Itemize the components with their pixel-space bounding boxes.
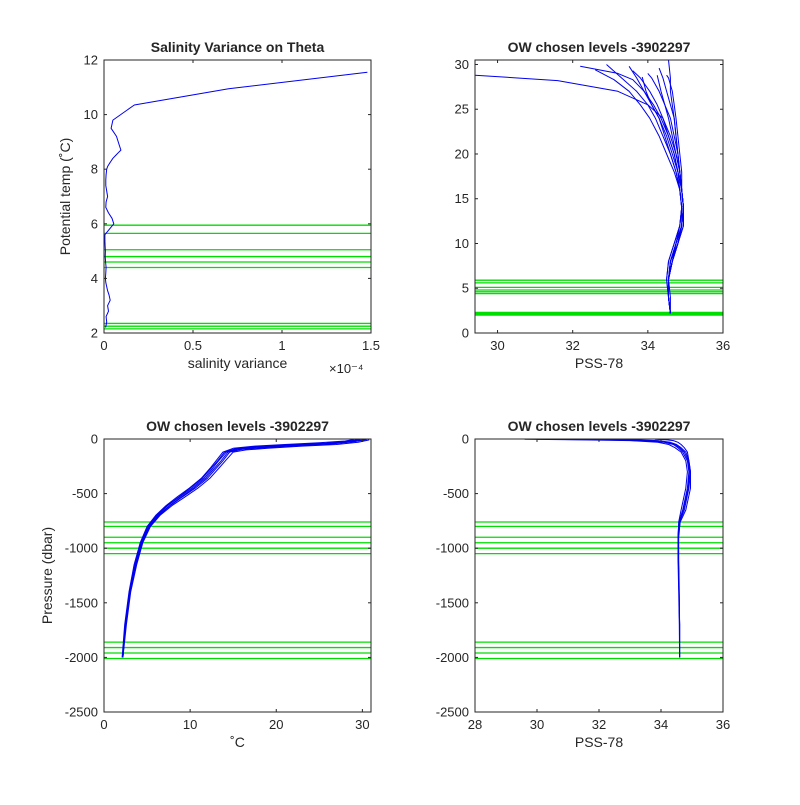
x-axis-label: salinity variance (188, 355, 288, 371)
y-tick-label: 2 (91, 326, 98, 341)
y-tick-label: 10 (455, 236, 469, 251)
plot-area (475, 439, 723, 712)
y-tick-label: -1500 (436, 595, 469, 610)
y-tick-label: 0 (462, 326, 469, 341)
y-tick-label: 5 (462, 281, 469, 296)
plot-area (104, 60, 371, 333)
y-tick-label: 0 (91, 432, 98, 447)
y-tick-label: 25 (455, 102, 469, 117)
x-tick-label: 30 (490, 338, 504, 353)
x-tick-label: 36 (716, 717, 730, 732)
profile-line (122, 439, 361, 658)
x-tick-label: 28 (468, 717, 482, 732)
x-tick-label: 0 (100, 338, 107, 353)
x-tick-label: 34 (641, 338, 655, 353)
y-axis-label: Potential temp (˚C) (57, 138, 73, 255)
y-tick-label: -1000 (436, 541, 469, 556)
plot-content (475, 60, 723, 316)
chart-title: OW chosen levels -3902297 (508, 418, 691, 434)
x-tick-label: 0.5 (184, 338, 202, 353)
axes-box (474, 59, 724, 334)
y-tick-label: -2500 (436, 705, 469, 720)
plot-area (104, 439, 371, 712)
profile-line (121, 439, 354, 658)
axes-box (103, 59, 372, 334)
salinity-variance-panel: 0 0.5 1 1.5 2 4 6 8 10 12 Salinity Variance on The… (57, 39, 380, 376)
x-tick-label: 1 (278, 338, 285, 353)
y-tick-label: 8 (91, 162, 98, 177)
profile-line (122, 439, 365, 658)
y-tick-label: -2000 (436, 650, 469, 665)
x-tick-label: 30 (355, 717, 369, 732)
x-tick-label: 1.5 (362, 338, 380, 353)
plot-content (104, 71, 371, 330)
x-tick-label: 36 (716, 338, 730, 353)
y-axis-label: Pressure (dbar) (39, 527, 55, 624)
plot-content (475, 439, 723, 660)
temp-pressure-panel: 0 10 20 30 -2500 -2000 -1500 -1000 -500 0 OW chose… (39, 418, 372, 750)
y-tick-label: -2000 (65, 650, 98, 665)
y-tick-label: -1500 (65, 595, 98, 610)
x-axis-label: ˚C (230, 734, 245, 750)
x-tick-label: 0 (100, 717, 107, 732)
y-tick-label: 4 (91, 271, 98, 286)
profile-line (122, 439, 370, 658)
x-exponent-label: ×10⁻⁴ (329, 361, 364, 376)
profile-line (594, 69, 683, 314)
profile-line (104, 71, 368, 328)
chart-title: OW chosen levels -3902297 (146, 418, 329, 434)
salinity-theta-panel: 30 32 34 36 0 5 10 15 20 25 30 OW chosen levels -39… (455, 39, 731, 371)
y-tick-label: -2500 (65, 705, 98, 720)
y-tick-label: 6 (91, 216, 98, 231)
y-tick-label: 10 (84, 107, 98, 122)
x-tick-label: 10 (183, 717, 197, 732)
x-tick-label: 20 (269, 717, 283, 732)
axes-box (103, 438, 372, 713)
y-tick-label: 30 (455, 57, 469, 72)
y-tick-label: 20 (455, 146, 469, 161)
x-tick-label: 34 (654, 717, 668, 732)
y-tick-label: 15 (455, 191, 469, 206)
y-tick-label: 12 (84, 53, 98, 68)
y-tick-label: -1000 (65, 541, 98, 556)
x-tick-label: 32 (565, 338, 579, 353)
x-tick-label: 32 (592, 717, 606, 732)
x-tick-label: 30 (530, 717, 544, 732)
x-axis-label: PSS-78 (575, 355, 623, 371)
x-axis-label: PSS-78 (575, 734, 623, 750)
salinity-pressure-panel: 28 30 32 34 36 -2500 -2000 -1500 -1000 -500 0 OW ch… (436, 418, 730, 750)
chart-title: OW chosen levels -3902297 (508, 39, 691, 55)
y-tick-label: -500 (443, 486, 469, 501)
plot-content (104, 439, 371, 660)
y-tick-label: 0 (462, 432, 469, 447)
y-tick-label: -500 (72, 486, 98, 501)
profile-line (656, 75, 684, 314)
chart-title: Salinity Variance on Theta (151, 39, 325, 55)
